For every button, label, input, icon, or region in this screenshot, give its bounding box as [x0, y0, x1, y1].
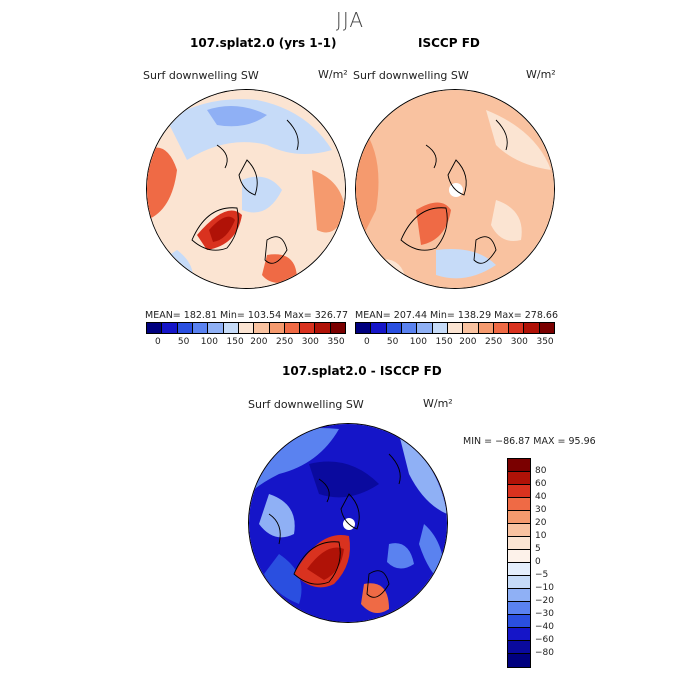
diff-stats: MIN = −86.87 MAX = 95.96 [463, 436, 596, 447]
diff-colorbar-swatch [508, 589, 530, 602]
obs-panel-title: ISCCP FD [418, 36, 480, 50]
colorbar-tick: −10 [535, 583, 554, 593]
model-colorbar-swatch [284, 323, 301, 333]
model-colorbar-swatch [162, 323, 178, 333]
model-colorbar-swatch [147, 323, 163, 333]
colorbar-tick: 0 [155, 337, 161, 347]
model-colorbar-swatch [330, 323, 346, 333]
model-polar-map [146, 89, 346, 289]
model-units-label: W/m² [318, 68, 348, 81]
colorbar-tick: 150 [226, 337, 244, 347]
diff-units-label: W/m² [423, 397, 453, 410]
diff-variable-label: Surf downwelling SW [248, 398, 364, 411]
colorbar-tick: 30 [535, 505, 547, 515]
model-stats: MEAN= 182.81 Min= 103.54 Max= 326.77 [145, 310, 349, 321]
colorbar-tick: −30 [535, 609, 554, 619]
obs-colorbar-swatch [417, 323, 433, 333]
colorbar-tick: −5 [535, 570, 549, 580]
obs-colorbar-swatch [509, 323, 525, 333]
diff-colorbar-swatch [508, 641, 530, 654]
diff-map-field [249, 424, 447, 622]
diff-colorbar-swatch [508, 511, 530, 524]
colorbar-tick: 200 [459, 337, 477, 347]
diff-colorbar-swatch [508, 615, 530, 628]
colorbar-tick: 250 [485, 337, 503, 347]
obs-colorbar-swatch [401, 323, 418, 333]
colorbar-tick: −60 [535, 635, 554, 645]
model-colorbar-swatch [300, 323, 316, 333]
colorbar-tick: 100 [409, 337, 427, 347]
diff-colorbar [507, 458, 531, 668]
model-colorbar-swatch [315, 323, 331, 333]
model-panel-title: 107.splat2.0 (yrs 1-1) [190, 36, 337, 50]
diff-colorbar-swatch [508, 576, 530, 589]
diff-colorbar-swatch [508, 628, 530, 641]
obs-colorbar-swatch [524, 323, 540, 333]
obs-colorbar-swatch [463, 323, 479, 333]
obs-colorbar-swatch [432, 323, 448, 333]
colorbar-tick: 60 [535, 479, 547, 489]
colorbar-tick: 0 [364, 337, 370, 347]
colorbar-tick: 300 [510, 337, 528, 347]
colorbar-tick: 350 [536, 337, 554, 347]
diff-colorbar-swatch [508, 550, 530, 563]
obs-colorbar-swatch [478, 323, 494, 333]
model-colorbar-swatch [177, 323, 193, 333]
diff-panel-title: 107.splat2.0 - ISCCP FD [282, 364, 442, 378]
obs-colorbar-swatch [356, 323, 372, 333]
model-colorbar [146, 322, 346, 334]
diff-colorbar-swatch [508, 472, 530, 485]
colorbar-tick: 5 [535, 544, 541, 554]
colorbar-tick: 10 [535, 531, 547, 541]
colorbar-tick: 100 [200, 337, 218, 347]
colorbar-tick: −80 [535, 648, 554, 658]
season-title: JJA [335, 8, 365, 32]
obs-colorbar-swatch [539, 323, 555, 333]
colorbar-tick: −40 [535, 622, 554, 632]
obs-colorbar-swatch [447, 323, 464, 333]
obs-stats: MEAN= 207.44 Min= 138.29 Max= 278.66 [355, 310, 559, 321]
obs-units-label: W/m² [526, 68, 556, 81]
obs-colorbar [355, 322, 555, 334]
model-colorbar-swatch [192, 323, 209, 333]
colorbar-tick: 80 [535, 466, 547, 476]
diff-colorbar-swatch [508, 498, 530, 511]
diff-polar-map [248, 423, 448, 623]
model-variable-label: Surf downwelling SW [143, 69, 259, 82]
obs-variable-label: Surf downwelling SW [353, 69, 469, 82]
colorbar-tick: 300 [301, 337, 319, 347]
colorbar-tick: 50 [177, 337, 190, 347]
colorbar-tick: 20 [535, 518, 547, 528]
model-colorbar-ticks: 0 50 100 150 200 250 300 350 [146, 337, 345, 349]
obs-colorbar-swatch [493, 323, 510, 333]
colorbar-tick: 200 [250, 337, 268, 347]
colorbar-tick: 50 [386, 337, 399, 347]
model-colorbar-swatch [223, 323, 239, 333]
obs-polar-map [355, 89, 555, 289]
diff-colorbar-swatch [508, 537, 530, 550]
colorbar-tick: 40 [535, 492, 547, 502]
colorbar-tick: 350 [327, 337, 345, 347]
obs-map-field [356, 90, 554, 288]
diff-colorbar-swatch [508, 654, 530, 667]
colorbar-tick: −20 [535, 596, 554, 606]
model-colorbar-swatch [254, 323, 270, 333]
diff-colorbar-swatch [508, 524, 530, 537]
obs-colorbar-swatch [386, 323, 402, 333]
colorbar-tick: 250 [276, 337, 294, 347]
obs-colorbar-swatch [371, 323, 387, 333]
diff-colorbar-swatch [508, 602, 530, 615]
diff-colorbar-swatch [508, 563, 530, 576]
diff-colorbar-swatch [508, 485, 530, 498]
obs-colorbar-ticks: 0 50 100 150 200 250 300 350 [355, 337, 554, 349]
model-colorbar-swatch [238, 323, 255, 333]
diff-colorbar-swatch [508, 459, 530, 472]
model-map-field [147, 90, 345, 288]
colorbar-tick: 150 [435, 337, 453, 347]
model-colorbar-swatch [269, 323, 285, 333]
model-colorbar-swatch [208, 323, 224, 333]
colorbar-tick: 0 [535, 557, 541, 567]
